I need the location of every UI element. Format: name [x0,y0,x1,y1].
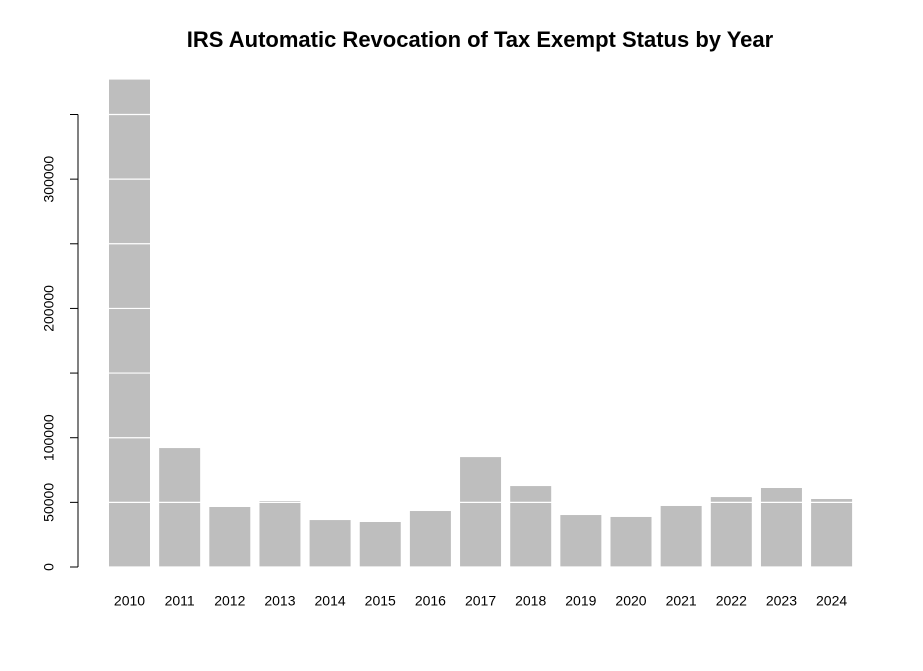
x-tick-label: 2024 [816,593,847,609]
bar [560,515,602,567]
y-tick-label: 300000 [41,156,57,203]
x-tick-label: 2017 [465,593,496,609]
x-tick-label: 2021 [666,593,697,609]
bar [460,457,502,567]
bar [660,505,702,567]
x-tick-label: 2019 [565,593,596,609]
x-tick-label: 2015 [365,593,396,609]
x-tick-label: 2022 [716,593,747,609]
bar [811,498,853,567]
y-tick-label: 50000 [41,483,57,522]
bar [109,79,150,567]
y-tick-label: 200000 [41,285,57,332]
bar [309,520,351,567]
bar [610,516,652,567]
x-tick-label: 2010 [114,593,145,609]
x-tick-label: 2013 [264,593,295,609]
bar [710,497,752,567]
y-tick-label: 100000 [41,414,57,461]
bar [159,448,201,567]
bar [510,486,552,567]
x-tick-label: 2023 [766,593,797,609]
chart-title: IRS Automatic Revocation of Tax Exempt S… [187,27,774,52]
y-tick-label: 0 [41,563,57,571]
bar [259,501,301,567]
bar [209,507,251,567]
bar [409,511,451,567]
x-tick-label: 2018 [515,593,546,609]
x-tick-label: 2014 [315,593,346,609]
x-tick-label: 2020 [615,593,646,609]
bar [760,488,802,567]
x-tick-label: 2016 [415,593,446,609]
x-tick-label: 2011 [165,593,195,609]
bar [359,522,401,567]
x-tick-label: 2012 [214,593,245,609]
